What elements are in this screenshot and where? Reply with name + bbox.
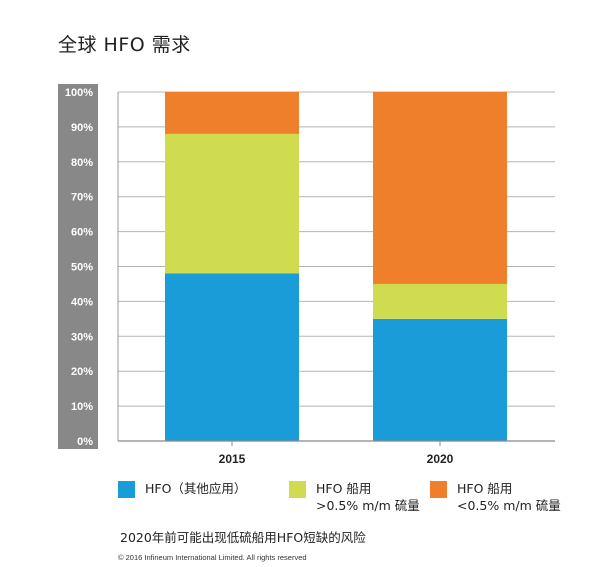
- stacked-bar-chart: 0%10%20%30%40%50%60%70%80%90%100% 2015 20…: [58, 84, 555, 466]
- bar-segment: [373, 318, 507, 441]
- bar-segment: [373, 283, 507, 319]
- legend-label-line: HFO 船用: [316, 481, 372, 496]
- bar-segment: [165, 273, 299, 441]
- copyright-notice: © 2016 Infineum International Limited. A…: [118, 553, 307, 562]
- y-tick-label: 100%: [65, 87, 93, 99]
- y-axis-label-strip: [58, 84, 98, 449]
- bar-segment: [165, 133, 299, 274]
- y-tick-label: 20%: [71, 366, 93, 378]
- y-tick-label: 70%: [71, 192, 93, 204]
- y-tick-label: 50%: [71, 262, 93, 274]
- legend-label-line: >0.5% m/m 硫量: [316, 498, 420, 513]
- legend-swatch: [430, 481, 447, 498]
- legend-label-line: HFO（其他应用）: [145, 481, 247, 496]
- legend-item-marine-high-sulfur: HFO 船用 >0.5% m/m 硫量: [289, 480, 420, 514]
- bar-segment: [165, 92, 299, 134]
- y-axis: 0% 10% 20% 30% 40% 50% 60% 70% 80% 90% 100%: [58, 84, 98, 449]
- bars: [165, 92, 507, 441]
- y-tick-label: 90%: [71, 122, 93, 134]
- legend-label: HFO 船用 >0.5% m/m 硫量: [316, 480, 420, 514]
- x-axis: 2015 2020: [118, 440, 555, 466]
- legend-label: HFO 船用 <0.5% m/m 硫量: [457, 480, 561, 514]
- legend-swatch: [118, 481, 135, 498]
- bar-segment: [373, 92, 507, 284]
- legend-item-marine-low-sulfur: HFO 船用 <0.5% m/m 硫量: [430, 480, 561, 514]
- legend-label-line: HFO 船用: [457, 481, 513, 496]
- y-tick-label: 10%: [71, 401, 93, 413]
- legend-item-other-applications: HFO（其他应用）: [118, 480, 246, 498]
- y-tick-label: 60%: [71, 227, 93, 239]
- y-tick-label: 80%: [71, 157, 93, 169]
- x-tick-label: 2015: [219, 452, 246, 466]
- legend-label-line: <0.5% m/m 硫量: [457, 498, 561, 513]
- legend-swatch: [289, 481, 306, 498]
- y-tick-label: 30%: [71, 331, 93, 343]
- legend-label: HFO（其他应用）: [145, 480, 246, 497]
- footnote: 2020年前可能出现低硫船用HFO短缺的风险: [120, 530, 366, 545]
- y-tick-label: 40%: [71, 296, 93, 308]
- chart-title: 全球 HFO 需求: [58, 34, 191, 56]
- y-tick-label: 0%: [77, 436, 93, 448]
- x-tick-label: 2020: [427, 452, 454, 466]
